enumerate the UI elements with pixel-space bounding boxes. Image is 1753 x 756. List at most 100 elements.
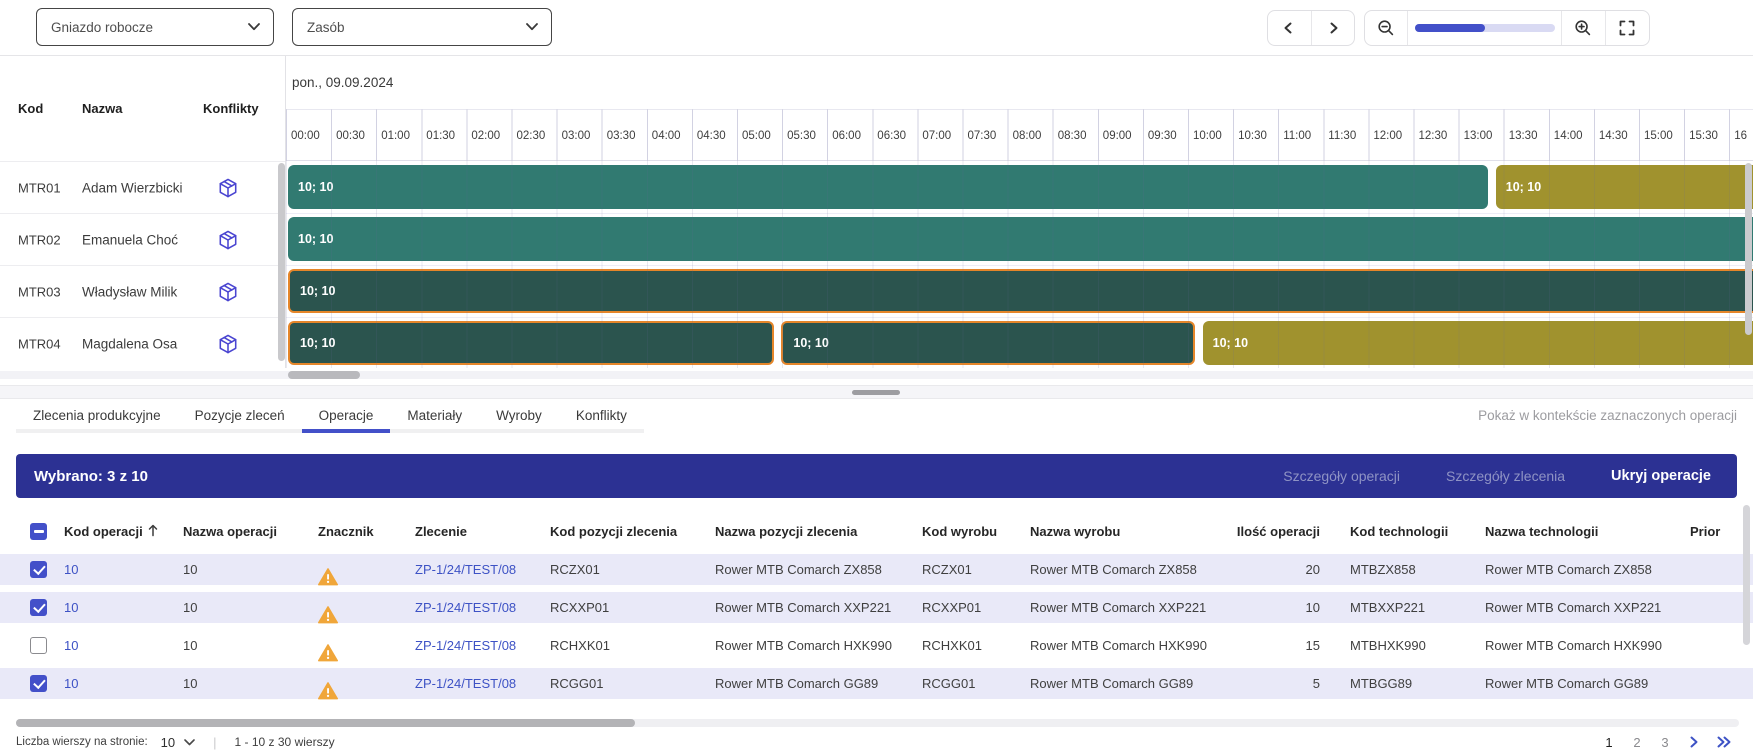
time-tick-label: 15:30	[1689, 130, 1718, 142]
gantt-operation-bar[interactable]: 10; 10	[288, 217, 1753, 261]
gantt-resource-row[interactable]: MTR02 Emanuela Choć	[0, 213, 285, 266]
column-header-prior[interactable]: Prior	[1690, 523, 1721, 539]
time-tick-label: 03:00	[561, 130, 591, 142]
column-header-kod_pozycji[interactable]: Kod pozycji zlecenia	[550, 523, 678, 539]
cell-zlecenie[interactable]: ZP-1/24/TEST/08	[415, 600, 517, 615]
time-tick-label: 06:00	[832, 130, 861, 142]
tab-zlecenia-produkcyjne[interactable]: Zlecenia produkcyjne	[16, 401, 178, 433]
table-hscroll-thumb[interactable]	[16, 719, 635, 727]
column-header-checkbox[interactable]	[0, 522, 64, 540]
gantt-operation-bar[interactable]: 10; 10	[288, 165, 1489, 209]
time-tick-label: 14:00	[1553, 130, 1583, 142]
timeline-nav-group	[1267, 10, 1355, 46]
page-button-3[interactable]: 3	[1661, 734, 1669, 750]
conflict-cube-icon[interactable]	[217, 229, 239, 251]
show-in-context-link[interactable]: Pokaż w kontekście zaznaczonych operacji	[1478, 408, 1737, 423]
gantt-row-divider	[286, 213, 1753, 214]
gantt-hscroll-thumb[interactable]	[288, 371, 360, 379]
column-header-nazwa_technologii[interactable]: Nazwa technologii	[1485, 523, 1599, 539]
cell-kod_operacji[interactable]: 10	[64, 638, 79, 653]
detail-action-button[interactable]: Szczegóły operacji	[1283, 468, 1400, 484]
tab-materia-y[interactable]: Materiały	[390, 401, 480, 433]
gantt-resource-row[interactable]: MTR01 Adam Wierzbicki	[0, 161, 285, 214]
column-header-kod_operacji[interactable]: Kod operacji	[64, 524, 183, 539]
page-size-select[interactable]: 10	[161, 735, 195, 750]
time-tick-label: 10:30	[1238, 130, 1267, 142]
select-all-checkbox[interactable]	[30, 522, 47, 540]
cell-kod_operacji[interactable]: 10	[64, 676, 79, 691]
warning-triangle-icon[interactable]	[318, 568, 415, 586]
tab-konflikty[interactable]: Konflikty	[558, 401, 644, 433]
column-header-nazwa_operacji[interactable]: Nazwa operacji	[183, 523, 277, 539]
table-vertical-scrollbar[interactable]	[1743, 505, 1750, 645]
cell-zlecenie[interactable]: ZP-1/24/TEST/08	[415, 676, 517, 691]
gantt-right-scrollbar[interactable]	[1745, 163, 1752, 335]
pagination: 1 2 3	[1595, 729, 1739, 755]
cell-znacznik	[318, 667, 415, 700]
table-row[interactable]: 10 10 ZP-1/24/TEST/08 RCGG01 Rower MTB Comar…	[0, 667, 1753, 700]
page-button-1[interactable]: 1	[1605, 734, 1613, 750]
zoom-slider[interactable]	[1407, 11, 1561, 45]
next-page-button[interactable]	[1679, 736, 1709, 748]
row-checkbox[interactable]	[30, 675, 47, 692]
chevron-left-icon	[1282, 21, 1296, 35]
resource-code: MTR02	[18, 232, 61, 248]
table-row[interactable]: 10 10 ZP-1/24/TEST/08 RCHXK01 Rower MTB Coma…	[0, 630, 1753, 662]
column-header-zlecenie[interactable]: Zlecenie	[415, 523, 468, 539]
column-header-kod_wyrobu[interactable]: Kod wyrobu	[922, 523, 998, 539]
gantt-operation-bar[interactable]: 10; 10	[1495, 165, 1753, 209]
column-header-nazwa_pozycji[interactable]: Nazwa pozycji zlecenia	[715, 523, 858, 539]
cell-kod_operacji[interactable]: 10	[64, 600, 79, 615]
prev-button[interactable]	[1268, 11, 1311, 45]
tab-pozycje-zlece-[interactable]: Pozycje zleceń	[177, 401, 302, 433]
gantt-bar-label: 10; 10	[298, 180, 334, 194]
splitter-handle[interactable]	[852, 390, 900, 395]
zoom-out-button[interactable]	[1365, 11, 1407, 45]
warning-triangle-icon[interactable]	[318, 644, 415, 662]
resource-dropdown[interactable]: Zasób	[292, 8, 552, 46]
column-header-znacznik[interactable]: Znacznik	[318, 523, 374, 539]
column-header-ilosc[interactable]: Ilość operacji	[1236, 523, 1320, 539]
cell-zlecenie[interactable]: ZP-1/24/TEST/08	[415, 638, 517, 653]
cell-znacznik	[318, 591, 415, 624]
gantt-operation-bar[interactable]: 10; 10	[1202, 321, 1753, 365]
tab-wyroby[interactable]: Wyroby	[479, 401, 559, 433]
gantt-operation-bar[interactable]: 10; 10	[288, 321, 774, 365]
table-row[interactable]: 10 10 ZP-1/24/TEST/08 RCZX01 Rower MTB Comar…	[0, 554, 1753, 586]
table-row[interactable]: 10 10 ZP-1/24/TEST/08 RCXXP01 Rower MTB Coma…	[0, 591, 1753, 624]
gantt-operation-bar[interactable]: 10; 10	[288, 269, 1753, 313]
page-button-2[interactable]: 2	[1633, 734, 1641, 750]
row-checkbox[interactable]	[30, 599, 47, 616]
table-horizontal-scrollbar	[16, 719, 1739, 727]
column-header-kod_technologii[interactable]: Kod technologii	[1350, 523, 1449, 539]
column-header-nazwa_wyrobu[interactable]: Nazwa wyrobu	[1030, 523, 1121, 539]
last-page-button[interactable]	[1709, 736, 1739, 748]
row-checkbox[interactable]	[30, 561, 47, 578]
cell-nazwa_pozycji: Rower MTB Comarch HXK990	[715, 638, 892, 653]
page-size-value: 10	[160, 734, 176, 750]
conflict-cube-icon[interactable]	[217, 281, 239, 303]
zoom-slider-track[interactable]	[1414, 24, 1555, 32]
panel-splitter	[0, 385, 1753, 399]
next-button[interactable]	[1310, 11, 1355, 45]
gantt-resource-row[interactable]: MTR03 Władysław Milik	[0, 265, 285, 318]
gantt-resource-row[interactable]: MTR04 Magdalena Osa	[0, 317, 285, 369]
time-tick-label: 13:00	[1463, 130, 1493, 142]
cell-zlecenie[interactable]: ZP-1/24/TEST/08	[415, 562, 517, 577]
gantt-vertical-scrollbar[interactable]	[278, 163, 285, 361]
conflict-cube-icon[interactable]	[217, 177, 239, 199]
zoom-in-button[interactable]	[1561, 11, 1604, 45]
cell-kod_operacji[interactable]: 10	[64, 562, 79, 577]
hide-operations-button[interactable]: Ukryj operacje	[1611, 468, 1711, 484]
detail-action-button[interactable]: Szczegóły zlecenia	[1445, 468, 1566, 484]
cell-ilosc: 10	[1305, 600, 1320, 615]
gantt-operation-bar[interactable]: 10; 10	[781, 321, 1196, 365]
fullscreen-button[interactable]	[1604, 11, 1649, 45]
cell-ilosc: 20	[1305, 562, 1320, 577]
conflict-cube-icon[interactable]	[217, 333, 239, 355]
warning-triangle-icon[interactable]	[318, 606, 415, 624]
tab-operacje[interactable]: Operacje	[301, 401, 391, 433]
warning-triangle-icon[interactable]	[318, 682, 415, 700]
row-checkbox[interactable]	[30, 637, 47, 654]
workcenter-dropdown[interactable]: Gniazdo robocze	[36, 8, 274, 46]
